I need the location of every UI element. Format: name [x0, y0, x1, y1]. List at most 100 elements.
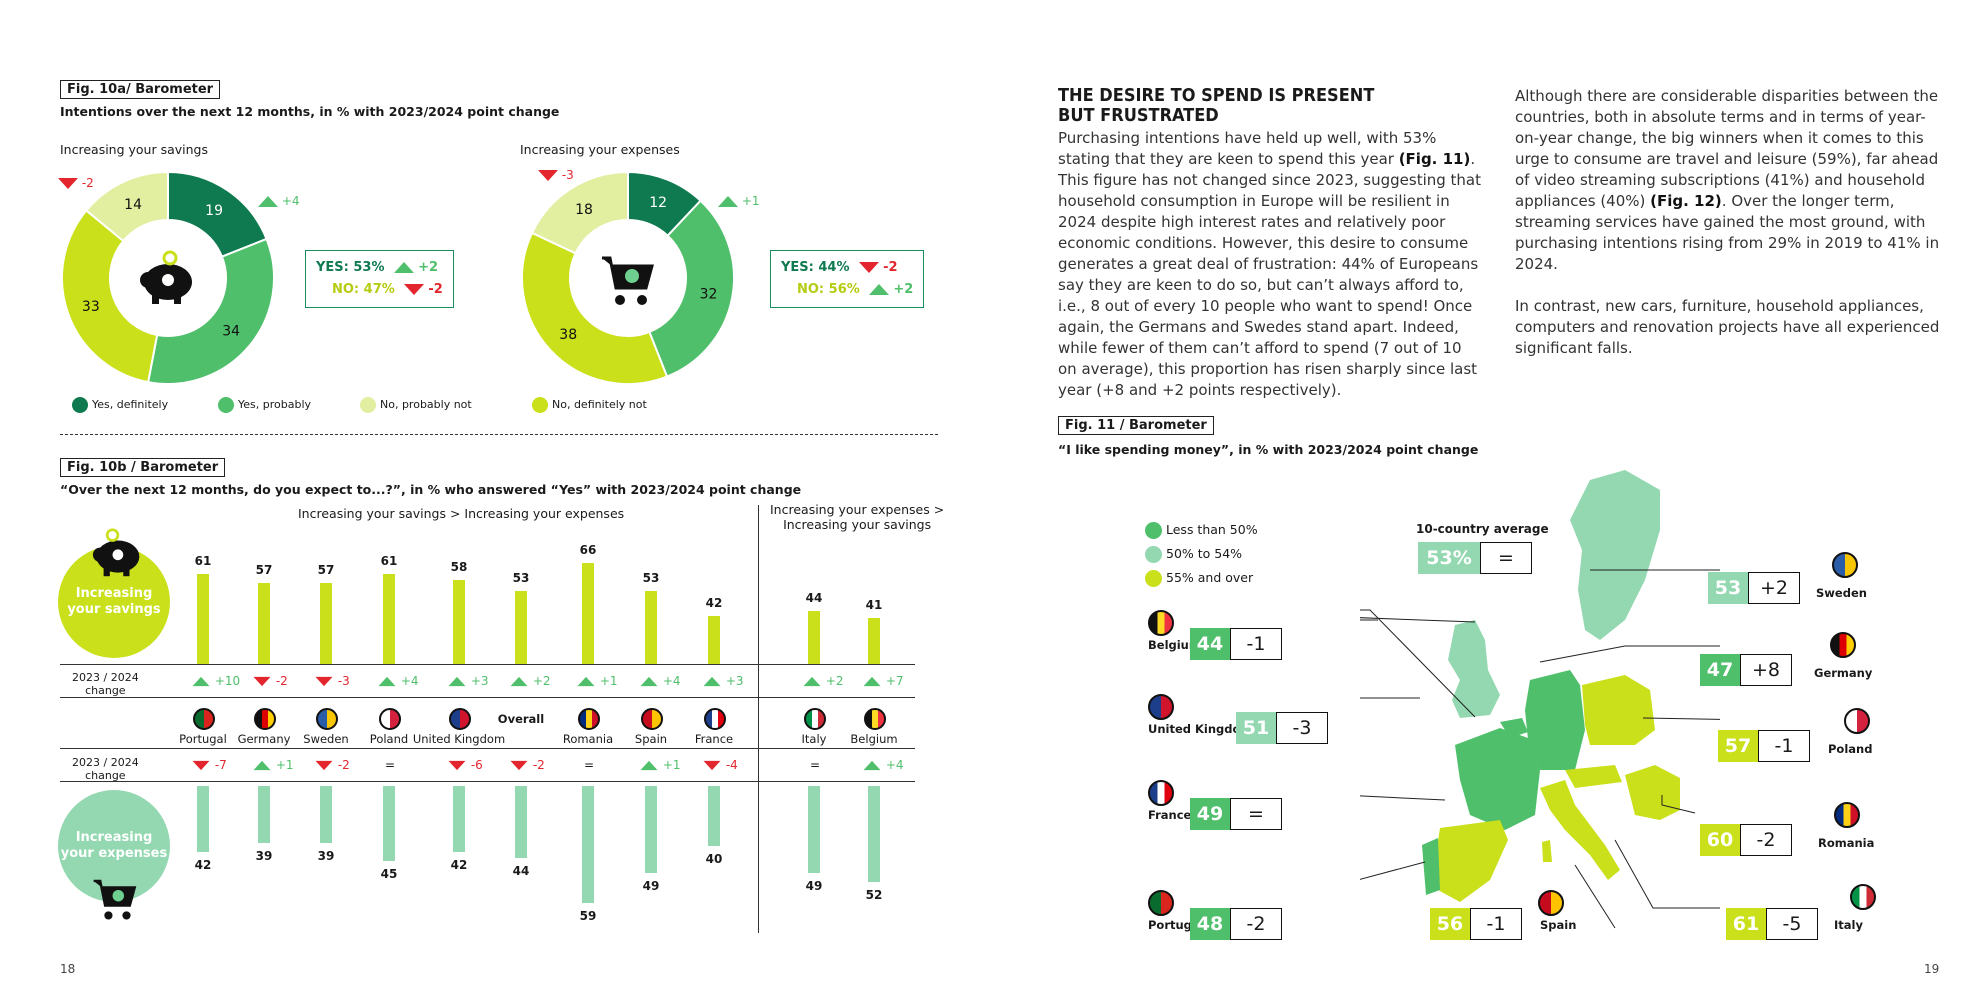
savings-bar: [868, 617, 880, 664]
map-value-box: 61 -5: [1726, 908, 1818, 940]
flag-germany-icon: [254, 708, 276, 730]
savings-donut-slice-label: 19: [205, 203, 223, 219]
savings-bar-value: 58: [450, 560, 468, 575]
fig10a-tag: Fig. 10a/ Barometer: [60, 80, 221, 99]
expenses-change: =: [810, 758, 821, 772]
map-country-name: Poland: [1828, 742, 1873, 756]
piggy-bank-icon-small: [92, 528, 140, 577]
expenses-yes-no-box: YES: 44% -2 NO: 56% +2: [770, 250, 925, 308]
expenses-donut-slice: [530, 170, 629, 255]
expenses-donut-slice-label: 32: [700, 286, 718, 302]
country-name: Sweden: [303, 732, 349, 746]
savings-bar-value: 61: [380, 553, 398, 568]
savings-bar: [808, 611, 820, 664]
flag-portugal-icon: [193, 708, 215, 730]
europe-map: [1360, 470, 1720, 929]
map-value-box: 60 -2: [1700, 824, 1792, 856]
donut-legend-1: Yes, definitely: [72, 397, 168, 413]
expenses-bar-value: 40: [705, 852, 723, 866]
country-name: Portugal: [179, 732, 227, 746]
expenses-bar-value: 49: [642, 879, 660, 893]
country-name: Italy: [801, 732, 827, 746]
expenses-change-label: 2023 / 2024 change: [72, 756, 139, 782]
savings-bar: [515, 591, 527, 664]
map-flag-france-icon: [1148, 780, 1174, 806]
savings-bar-value: 41: [865, 597, 883, 612]
savings-bar-value: 42: [705, 595, 723, 610]
savings-change: +2: [509, 674, 551, 688]
expenses-bar: [258, 786, 270, 843]
map-flag-germany-icon: [1830, 632, 1856, 658]
expenses-donut-slice: [648, 199, 735, 378]
map-value-box: 53 +2: [1708, 572, 1800, 604]
savings-change: +4: [639, 674, 681, 688]
map-flag-belgium-icon: [1148, 610, 1174, 636]
expenses-donut-slice-label: 38: [559, 327, 577, 343]
avg-box: 53% =: [1418, 542, 1532, 574]
savings-change: +10: [191, 674, 240, 688]
map-romania: [1625, 765, 1680, 820]
map-france: [1455, 728, 1540, 830]
map-country-name: United Kingdom: [1148, 722, 1253, 736]
country-name: Poland: [369, 732, 409, 746]
savings-bar-value: 53: [642, 571, 660, 586]
shopping-cart-icon: [602, 256, 654, 305]
map-poland: [1582, 675, 1655, 745]
savings-bar: [645, 591, 657, 664]
map-value-box: 44 -1: [1190, 628, 1282, 660]
page-number-right: 19: [1924, 962, 1940, 976]
savings-bar: [383, 573, 395, 664]
expenses-change: +1: [252, 758, 294, 772]
group-divider: [758, 505, 759, 933]
map-flag-united-kingdom-icon: [1148, 694, 1174, 720]
savings-right-change: +4: [258, 194, 300, 208]
map-flag-sweden-icon: [1832, 552, 1858, 578]
expenses-change: -2: [509, 758, 545, 772]
donut-legend-4: No, definitely not: [532, 397, 647, 413]
expenses-top-change: -3: [538, 168, 574, 182]
expenses-bar: [582, 786, 594, 903]
savings-bar-value: 57: [255, 562, 273, 577]
map-value-box: 48 -2: [1190, 908, 1282, 940]
flag-united-kingdom-icon: [449, 708, 471, 730]
article-heading: THE DESIRE TO SPEND IS PRESENT BUT FRUSTR…: [1058, 85, 1375, 126]
map-spain: [1435, 820, 1508, 902]
article-col1: Purchasing intentions have held up well,…: [1058, 129, 1481, 399]
map-country-name: Romania: [1818, 836, 1875, 850]
savings-donut-slice: [146, 237, 275, 385]
page-number-left: 18: [60, 962, 76, 976]
country-name: Spain: [634, 732, 668, 746]
fig10a-title: Intentions over the next 12 months, in %…: [60, 104, 560, 119]
map-portugal: [1422, 838, 1440, 895]
expenses-bar-value: 49: [805, 879, 823, 893]
expenses-bar-value: 45: [380, 867, 398, 881]
savings-bar: [708, 615, 720, 664]
section-divider: [60, 434, 938, 435]
map-country-name: Italy: [1834, 918, 1863, 932]
flag-belgium-icon: [864, 708, 886, 730]
savings-donut-slice: [61, 209, 159, 384]
country-name: Overall: [497, 712, 545, 726]
expenses-bar: [708, 786, 720, 846]
map-legend-1: Less than 50%: [1145, 522, 1258, 539]
savings-bar: [582, 562, 594, 664]
savings-change: +3: [447, 674, 489, 688]
piggy-bank-icon: [140, 250, 192, 304]
expenses-bar-value: 44: [512, 864, 530, 878]
group1-label: Increasing your savings > Increasing you…: [298, 506, 625, 521]
map-value-box: 57 -1: [1718, 730, 1810, 762]
expenses-bar: [320, 786, 332, 843]
map-flag-italy-icon: [1850, 884, 1876, 910]
expenses-change: =: [385, 758, 396, 772]
expenses-bar: [453, 786, 465, 852]
savings-change-label: 2023 / 2024 change: [72, 671, 139, 697]
expenses-bar: [383, 786, 395, 861]
map-country-name: Sweden: [1816, 586, 1867, 600]
country-name: Germany: [237, 732, 291, 746]
flag-poland-icon: [379, 708, 401, 730]
map-country-name: Belgium: [1148, 638, 1201, 652]
savings-bar: [320, 582, 332, 664]
expenses-donut: 12 32 38 18: [521, 170, 735, 385]
map-country-name: France: [1148, 808, 1192, 822]
map-value-box: 56 -1: [1430, 908, 1522, 940]
